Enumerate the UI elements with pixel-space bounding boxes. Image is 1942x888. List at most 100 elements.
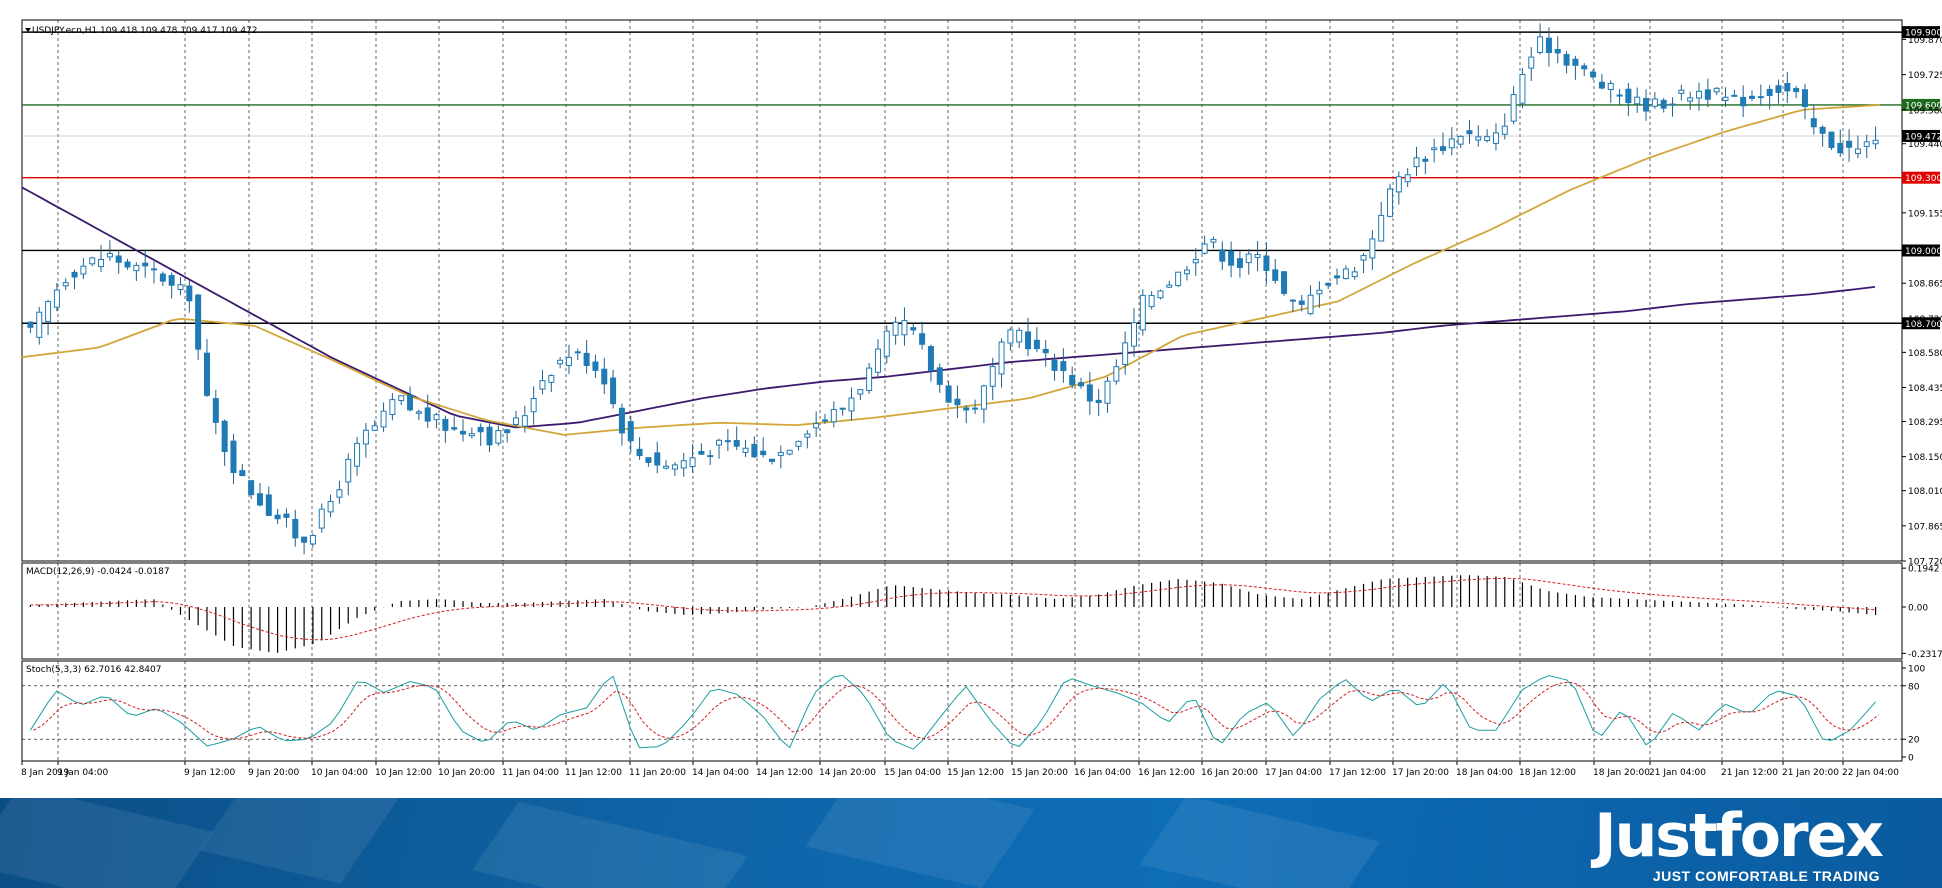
candle-body bbox=[1316, 289, 1323, 295]
candle-body bbox=[1537, 36, 1544, 54]
candle-body bbox=[751, 443, 758, 458]
candle-body bbox=[1545, 37, 1552, 54]
candle-body bbox=[53, 289, 60, 308]
candle-body bbox=[1183, 269, 1190, 275]
candle-body bbox=[159, 273, 166, 282]
candle-body bbox=[177, 284, 184, 291]
candle-body bbox=[468, 433, 475, 437]
level-tag-label: 109.300 bbox=[1905, 174, 1942, 184]
candle-body bbox=[1651, 98, 1658, 107]
price-tick-label: 107.865 bbox=[1908, 522, 1942, 532]
candle-body bbox=[504, 429, 511, 434]
candle-body bbox=[1192, 259, 1199, 264]
stoch-tick-label: 80 bbox=[1908, 682, 1920, 692]
candle-body bbox=[212, 398, 219, 423]
candle-body bbox=[1369, 238, 1376, 259]
time-tick-label: 14 Jan 04:00 bbox=[692, 768, 749, 778]
candle-body bbox=[301, 536, 308, 543]
candle-body bbox=[1740, 96, 1747, 107]
time-tick-label: 8 Jan 2019 bbox=[21, 768, 69, 778]
candle-body bbox=[1086, 384, 1093, 402]
candle-body bbox=[71, 271, 78, 278]
candle-body bbox=[62, 282, 69, 287]
time-tick-label: 11 Jan 20:00 bbox=[629, 768, 686, 778]
candle-body bbox=[892, 321, 899, 336]
candle-body bbox=[168, 275, 175, 286]
candle-body bbox=[1228, 250, 1235, 266]
price-tick-label: 108.580 bbox=[1908, 349, 1942, 359]
candle-body bbox=[1201, 243, 1208, 254]
brand-logo: Justforex bbox=[1594, 801, 1884, 871]
candle-body bbox=[1784, 83, 1791, 92]
time-tick-label: 18 Jan 12:00 bbox=[1519, 768, 1576, 778]
candle-body bbox=[521, 415, 528, 427]
level-tag bbox=[1902, 317, 1940, 330]
collapse-triangle-icon[interactable] bbox=[25, 28, 31, 32]
candle-body bbox=[1810, 118, 1817, 128]
price-tick-label: 108.720 bbox=[1908, 315, 1942, 325]
candle-body bbox=[821, 419, 828, 422]
candle-body bbox=[133, 264, 140, 272]
candle-body bbox=[389, 399, 396, 416]
stoch-panel-frame bbox=[21, 660, 1903, 762]
stochastic-panel: 100 80 20 0 Stoch(5,3,3) 62.7016 42.8407 bbox=[21, 660, 1925, 764]
candle-body bbox=[1095, 399, 1102, 404]
candle-body bbox=[1563, 54, 1570, 66]
candle-body bbox=[848, 397, 855, 412]
candle-body bbox=[486, 426, 493, 446]
stoch-tick-label: 20 bbox=[1908, 736, 1920, 746]
candle-body bbox=[795, 440, 802, 447]
candle-body bbox=[1042, 348, 1049, 354]
time-tick-label: 21 Jan 12:00 bbox=[1721, 768, 1778, 778]
level-tag-label: 109.600 bbox=[1905, 101, 1942, 111]
candle-body bbox=[769, 458, 776, 462]
candle-body bbox=[318, 508, 325, 529]
candle-body bbox=[1757, 96, 1764, 99]
candle-body bbox=[583, 352, 590, 366]
candle-body bbox=[1272, 269, 1279, 281]
candle-body bbox=[1625, 88, 1632, 104]
candle-body bbox=[309, 534, 316, 545]
candle-body bbox=[1439, 146, 1446, 151]
time-tick-label: 9 Jan 04:00 bbox=[57, 768, 109, 778]
candle-body bbox=[1360, 255, 1367, 261]
candle-body bbox=[495, 430, 502, 444]
candle-body bbox=[1484, 136, 1491, 142]
candle-body bbox=[354, 442, 361, 467]
candle-body bbox=[1872, 139, 1879, 145]
candle-body bbox=[936, 367, 943, 385]
price-tick-label: 109.870 bbox=[1908, 36, 1942, 46]
time-tick-label: 15 Jan 20:00 bbox=[1011, 768, 1068, 778]
candle-body bbox=[1060, 361, 1067, 372]
candle-body bbox=[256, 493, 263, 506]
candle-body bbox=[671, 464, 678, 470]
candle-body bbox=[371, 425, 378, 431]
candle-body bbox=[1281, 271, 1288, 294]
candle-body bbox=[1404, 174, 1411, 183]
brand-tagline: JUST COMFORTABLE TRADING bbox=[1652, 868, 1880, 884]
level-tag-label: 109.000 bbox=[1905, 247, 1942, 257]
stoch-signal-line bbox=[33, 681, 1879, 740]
macd-panel: 0.1942 0.00 -0.2317 MACD(12,26,9) -0.0424 … bbox=[21, 562, 1942, 660]
candle-body bbox=[512, 417, 519, 425]
time-tick-label: 17 Jan 04:00 bbox=[1265, 768, 1322, 778]
candle-body bbox=[1837, 142, 1844, 154]
candle-body bbox=[1413, 157, 1420, 168]
price-tick-label: 108.010 bbox=[1908, 487, 1942, 497]
candle-body bbox=[106, 252, 113, 258]
candle-body bbox=[1590, 71, 1597, 78]
candle-body bbox=[1051, 359, 1058, 371]
candle-body bbox=[1236, 258, 1243, 268]
macd-tick-label: 0.00 bbox=[1908, 604, 1928, 614]
candle-body bbox=[1254, 254, 1261, 258]
candle-body bbox=[230, 440, 237, 474]
candle-body bbox=[1828, 131, 1835, 149]
price-tick-label: 107.720 bbox=[1908, 558, 1942, 568]
candle-body bbox=[1387, 188, 1394, 217]
level-tag bbox=[1902, 244, 1940, 257]
time-tick-label: 21 Jan 04:00 bbox=[1649, 768, 1706, 778]
candle-body bbox=[1351, 271, 1358, 278]
brand-footer: Justforex JUST COMFORTABLE TRADING bbox=[0, 798, 1942, 888]
stoch-tick-label: 0 bbox=[1908, 754, 1914, 764]
candle-body bbox=[1016, 329, 1023, 343]
